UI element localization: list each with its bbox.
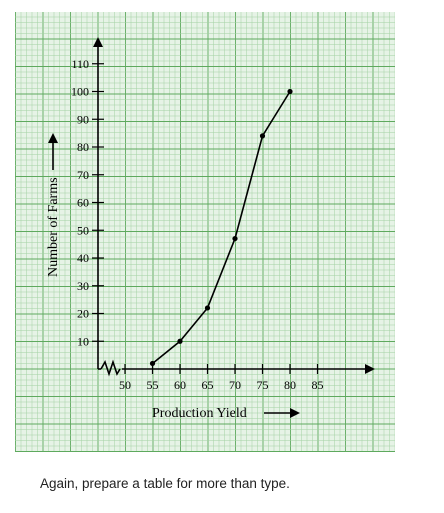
- y-tick-label: 40: [77, 251, 89, 265]
- y-tick-label: 90: [77, 112, 89, 126]
- x-tick-label: 85: [312, 378, 324, 392]
- series-line: [151, 91, 291, 365]
- axis-break-symbol: [100, 359, 121, 377]
- graph-paper-grid: [15, 12, 395, 452]
- x-tick-label: 70: [229, 378, 241, 392]
- x-axis-title: Production Yield: [152, 406, 247, 421]
- graph-paper-background: [15, 12, 395, 452]
- caption-text: Again, prepare a table for more than typ…: [40, 476, 290, 491]
- x-axis-title-arrow-head: [290, 408, 300, 418]
- x-tick-label: 50: [119, 378, 131, 392]
- axis-ticks: 10 20 30 40 50 60 70 80 90 100 110 50 55 60 65 70 75 80 85: [71, 57, 324, 392]
- data-point: [177, 338, 183, 344]
- axes: [93, 37, 375, 377]
- axis-titles: Production Yield Number of Farms: [46, 133, 300, 421]
- y-tick-label: 110: [71, 57, 89, 71]
- data-point: [259, 133, 266, 139]
- y-tick-label: 10: [77, 334, 89, 348]
- x-tick-label: 65: [202, 378, 214, 392]
- ogive-chart: 10 20 30 40 50 60 70 80 90 100 110 50 55 60 65 70 75 80 85…: [15, 12, 395, 452]
- x-axis-arrow: [365, 364, 375, 374]
- x-tick-label: 75: [257, 378, 269, 392]
- data-point: [204, 305, 211, 311]
- y-tick-label: 50: [77, 223, 89, 237]
- y-axis-title-arrow-head: [48, 133, 58, 143]
- x-tick-label: 55: [147, 378, 159, 392]
- y-axis-arrow: [93, 37, 103, 47]
- y-tick-label: 80: [77, 140, 89, 154]
- y-tick-label: 100: [71, 85, 89, 99]
- y-axis-title: Number of Farms: [46, 177, 61, 277]
- x-tick-label: 80: [284, 378, 296, 392]
- y-tick-label: 60: [77, 196, 89, 210]
- data-point: [149, 360, 156, 367]
- y-tick-label: 30: [77, 279, 89, 293]
- data-point: [232, 235, 238, 242]
- y-tick-label: 70: [77, 168, 89, 182]
- x-tick-label: 60: [174, 378, 186, 392]
- y-tick-label: 20: [77, 307, 89, 321]
- series: [149, 88, 293, 367]
- data-point: [287, 88, 293, 95]
